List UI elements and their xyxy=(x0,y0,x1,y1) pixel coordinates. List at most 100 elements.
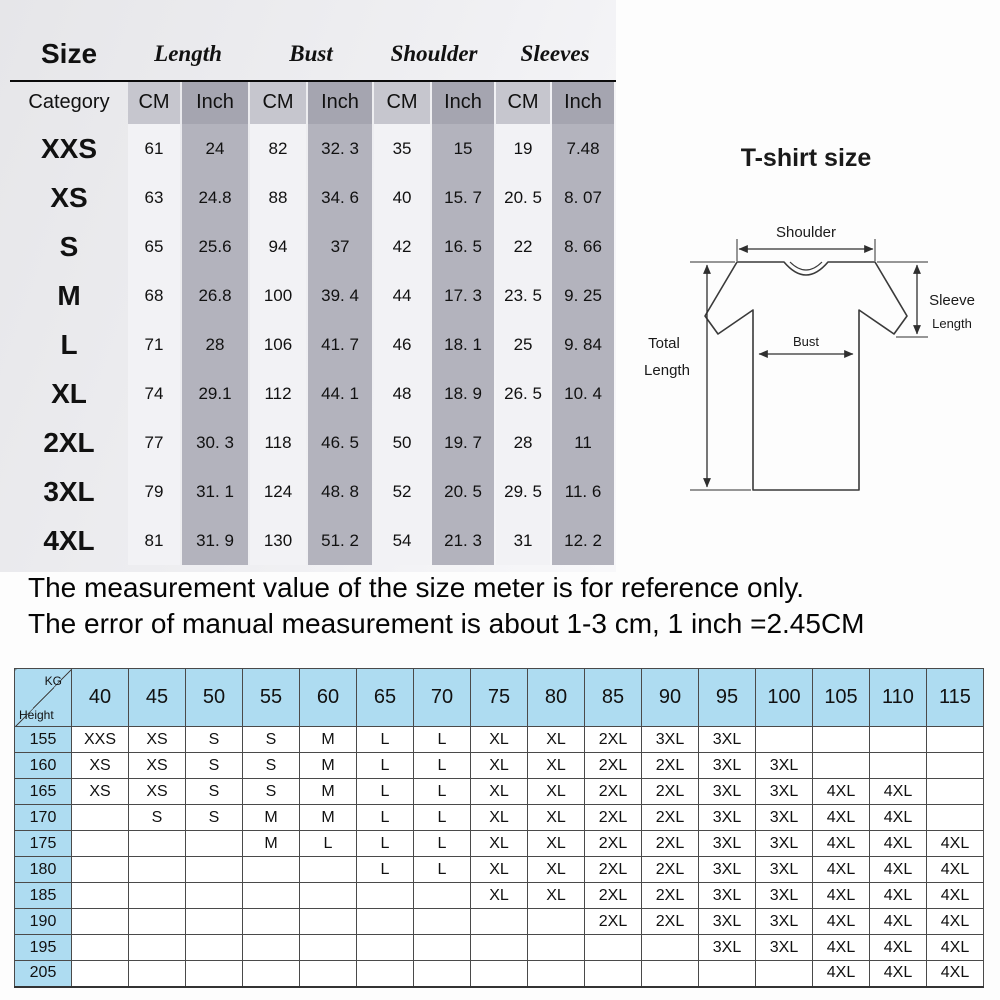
recommended-size-cell xyxy=(413,960,471,987)
recommended-size-cell: 2XL xyxy=(641,882,699,909)
recommended-size-cell: 3XL xyxy=(755,934,813,961)
measurement-cell: 26. 5 xyxy=(496,369,551,418)
size-category-label: L xyxy=(60,328,78,360)
recommended-size-cell xyxy=(926,726,984,753)
height-value-cell: 165 xyxy=(14,778,72,805)
recommended-size-cell: L xyxy=(356,856,414,883)
recommended-size-cell: L xyxy=(413,804,471,831)
height-row: 155 XXS XS S S M L L XL XL 2XL 3XL 3XL xyxy=(14,726,984,753)
bust-cm-header: CM xyxy=(250,80,307,124)
height-value-cell: 190 xyxy=(14,908,72,935)
recommended-size-cell: S xyxy=(242,726,300,753)
recommended-size-cell xyxy=(470,960,528,987)
bust-inch-header: Inch xyxy=(308,80,373,124)
recommended-size-cell: 2XL xyxy=(584,778,642,805)
header-underline xyxy=(10,80,616,82)
shoulder-label: Shoulder xyxy=(776,224,836,241)
recommended-size-cell xyxy=(470,934,528,961)
recommended-size-cell xyxy=(71,830,129,857)
height-value-cell: 195 xyxy=(14,934,72,961)
recommended-size-cell: XL xyxy=(470,830,528,857)
measurement-cell: 54 xyxy=(374,516,431,565)
height-value-cell: 160 xyxy=(14,752,72,779)
recommended-size-cell: M xyxy=(299,804,357,831)
measurement-cell: 41. 7 xyxy=(308,320,373,369)
measurement-cell: 118 xyxy=(250,418,307,467)
recommended-size-cell: S xyxy=(185,726,243,753)
recommended-size-cell xyxy=(641,934,699,961)
kg-height-corner-cell: KG Height xyxy=(14,668,72,727)
measurement-cell: 18. 1 xyxy=(432,320,495,369)
size-category-label: 4XL xyxy=(43,524,95,556)
size-table-unit-header-row: Category CM Inch CM Inch CM Inch CM Inch xyxy=(12,80,615,124)
measurement-cell: 28 xyxy=(182,320,249,369)
recommended-size-cell xyxy=(413,934,471,961)
recommended-size-cell: 4XL xyxy=(869,882,927,909)
recommended-size-cell: 2XL xyxy=(584,882,642,909)
recommended-size-cell xyxy=(242,882,300,909)
recommended-size-cell: 3XL xyxy=(698,830,756,857)
recommended-size-cell xyxy=(128,908,186,935)
note-line-1: The measurement value of the size meter … xyxy=(28,572,805,603)
recommended-size-cell xyxy=(584,934,642,961)
weight-height-section: KG Height 40 45 50 55 60 65 70 75 80 85 90 95 100 105… xyxy=(14,668,984,988)
recommended-size-cell: 3XL xyxy=(755,830,813,857)
measurement-cell: 40 xyxy=(374,173,431,222)
size-category-label: 2XL xyxy=(43,426,95,458)
measurement-cell: 28 xyxy=(496,418,551,467)
measurement-cell: 61 xyxy=(128,124,180,173)
tshirt-diagram: T-shirt size Shoulder Total Length Sleev… xyxy=(644,144,975,491)
bust-group-header: Bust xyxy=(289,41,333,66)
recommended-size-cell xyxy=(242,960,300,987)
size-table-row: L 71 28 106 41. 7 46 18. 1 25 9. 84 xyxy=(12,320,615,369)
height-value-cell: 175 xyxy=(14,830,72,857)
total-label-line2: Length xyxy=(644,362,690,379)
recommended-size-cell: L xyxy=(413,856,471,883)
recommended-size-cell: L xyxy=(413,726,471,753)
recommended-size-cell xyxy=(299,960,357,987)
weight-header-cell: 105 xyxy=(812,668,870,727)
length-group-header: Length xyxy=(154,41,222,66)
recommended-size-cell xyxy=(356,934,414,961)
recommended-size-cell: 4XL xyxy=(869,804,927,831)
measurement-cell: 106 xyxy=(250,320,307,369)
measurement-cell: 16. 5 xyxy=(432,222,495,271)
weight-header-cell: 55 xyxy=(242,668,300,727)
size-table-section: Size Length Bust Shoulder Sleeves Catego… xyxy=(10,28,616,565)
measurement-cell: 48. 8 xyxy=(308,467,373,516)
height-value-cell: 180 xyxy=(14,856,72,883)
recommended-size-cell: 3XL xyxy=(755,752,813,779)
recommended-size-cell xyxy=(869,752,927,779)
measurement-cell: 29.1 xyxy=(182,369,249,418)
recommended-size-cell: L xyxy=(356,830,414,857)
recommended-size-cell: M xyxy=(242,804,300,831)
weight-header-cell: 85 xyxy=(584,668,642,727)
recommended-size-cell: XL xyxy=(470,778,528,805)
height-value-cell: 205 xyxy=(14,960,72,987)
measurement-cell: 77 xyxy=(128,418,180,467)
recommended-size-cell: 4XL xyxy=(926,960,984,987)
recommended-size-cell: XL xyxy=(527,856,585,883)
height-value-cell: 185 xyxy=(14,882,72,909)
recommended-size-cell: XL xyxy=(470,726,528,753)
size-category-label: XXS xyxy=(40,132,98,164)
shoulder-inch-header: Inch xyxy=(432,80,495,124)
measurement-cell: 31 xyxy=(496,516,551,565)
measurement-cell: 112 xyxy=(250,369,307,418)
measurement-cell: 11 xyxy=(552,418,615,467)
size-table-row: 4XL 81 31. 9 130 51. 2 54 21. 3 31 12. 2 xyxy=(12,516,615,565)
recommended-size-cell xyxy=(470,908,528,935)
size-category-label: 3XL xyxy=(43,475,95,507)
recommended-size-cell xyxy=(356,908,414,935)
measurement-cell: 124 xyxy=(250,467,307,516)
weight-header-cell: 45 xyxy=(128,668,186,727)
recommended-size-cell xyxy=(242,908,300,935)
recommended-size-cell: 4XL xyxy=(926,856,984,883)
recommended-size-cell: S xyxy=(242,752,300,779)
measurement-cell: 37 xyxy=(308,222,373,271)
recommended-size-cell: 2XL xyxy=(584,726,642,753)
recommended-size-cell xyxy=(71,908,129,935)
measurement-cell: 94 xyxy=(250,222,307,271)
size-table-row: 2XL 77 30. 3 118 46. 5 50 19. 7 28 11 xyxy=(12,418,615,467)
recommended-size-cell: 3XL xyxy=(698,778,756,805)
